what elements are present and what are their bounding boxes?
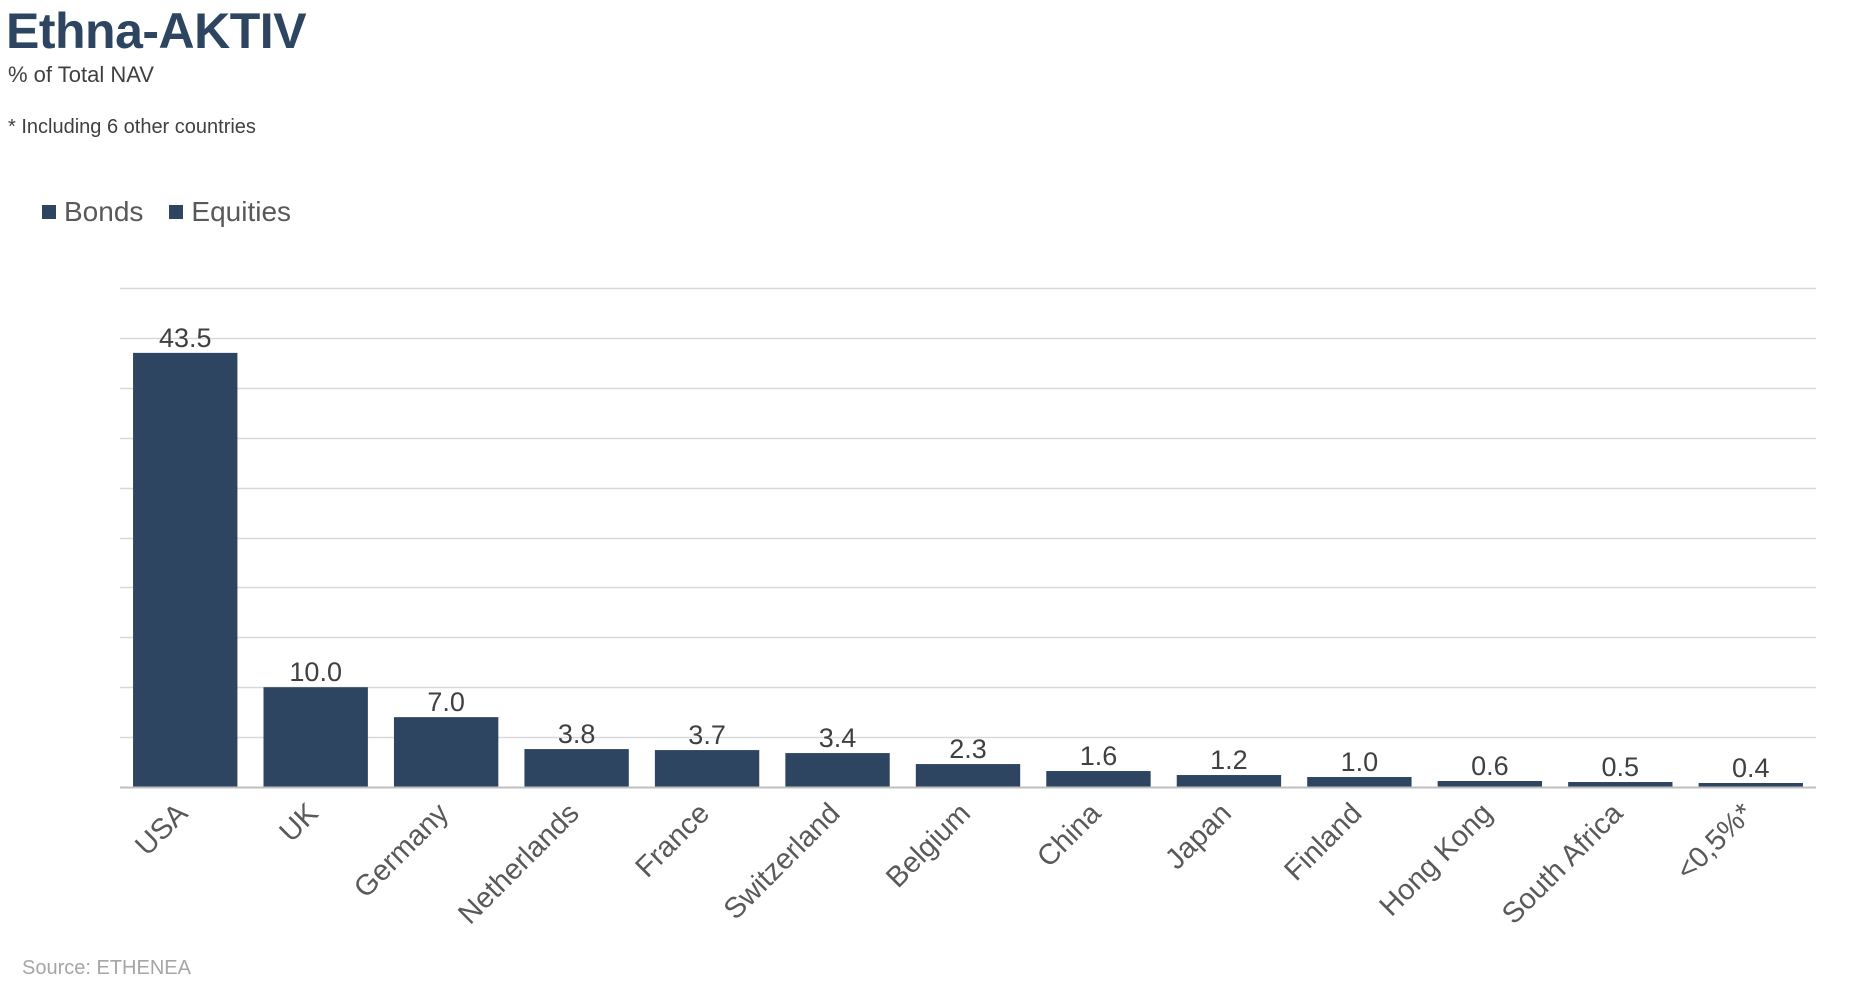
bar <box>1307 777 1412 787</box>
x-tick-label: Belgium <box>880 797 977 894</box>
x-tick-label: France <box>630 797 716 883</box>
x-tick-label: Switzerland <box>718 797 847 926</box>
bar <box>1437 781 1543 787</box>
data-label: 0.6 <box>1471 751 1509 781</box>
data-label: 10.0 <box>289 657 342 687</box>
x-tick-label: Hong Kong <box>1374 797 1499 922</box>
data-label: 0.4 <box>1732 753 1770 783</box>
data-label: 3.7 <box>688 720 726 750</box>
x-tick-label: UK <box>274 797 326 849</box>
bar <box>1698 783 1803 787</box>
bar <box>654 750 760 787</box>
bar <box>133 352 238 787</box>
chart-source: Source: ETHENEA <box>22 957 191 979</box>
legend-item-equities: Equities <box>169 196 291 228</box>
bar <box>785 753 890 787</box>
x-tick-label: China <box>1031 797 1108 874</box>
x-tick-label: Japan <box>1159 797 1237 875</box>
x-tick-label: USA <box>129 797 194 862</box>
bar <box>524 749 629 787</box>
x-tick-label: Netherlands <box>452 797 585 930</box>
legend-label-equities: Equities <box>191 196 292 227</box>
bar <box>393 717 499 787</box>
chart-legend: Bonds Equities <box>42 196 317 228</box>
legend-swatch-bonds <box>42 205 56 219</box>
chart-title: Ethna-AKTIV <box>6 3 307 59</box>
chart-footnote: * Including 6 other countries <box>8 116 256 138</box>
data-label: 43.5 <box>159 323 212 353</box>
data-label: 1.6 <box>1080 741 1118 771</box>
data-label: 1.2 <box>1210 745 1248 775</box>
data-label: 3.8 <box>558 719 596 749</box>
x-tick-label: Finland <box>1278 797 1368 887</box>
x-tick-label: South Africa <box>1496 797 1630 931</box>
legend-swatch-equities <box>169 205 184 219</box>
data-label: 1.0 <box>1341 747 1379 777</box>
chart-subtitle: % of Total NAV <box>8 62 154 87</box>
data-label: 0.5 <box>1602 752 1640 782</box>
x-tick-label: <0,5%* <box>1670 797 1759 886</box>
data-label: 2.3 <box>949 734 987 764</box>
bar <box>1046 771 1151 787</box>
legend-item-bonds: Bonds <box>42 196 143 228</box>
bar <box>263 687 368 787</box>
data-label: 7.0 <box>427 687 465 717</box>
bar <box>1176 775 1282 787</box>
bar <box>915 764 1021 787</box>
data-label: 3.4 <box>819 723 857 753</box>
legend-label-bonds: Bonds <box>64 196 144 227</box>
x-tick-label: Germany <box>348 797 455 904</box>
bar <box>1568 782 1673 787</box>
